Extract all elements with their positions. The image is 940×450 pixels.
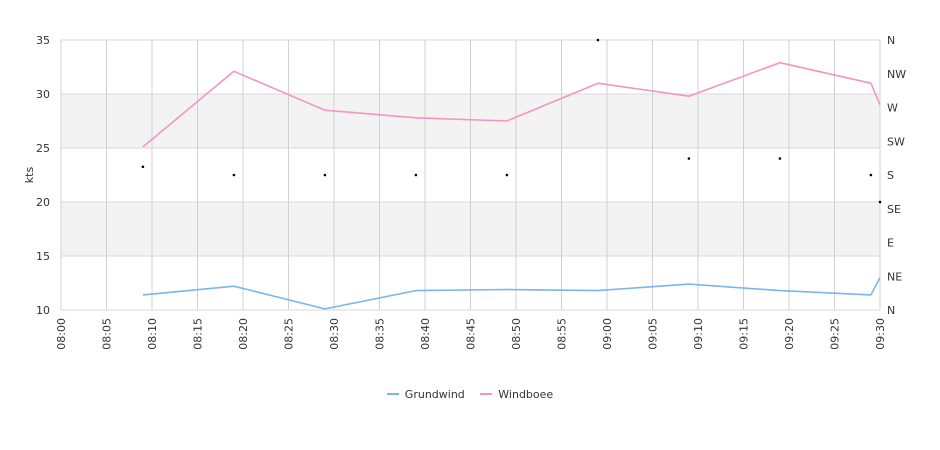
- direction-tick-label: S: [887, 169, 894, 182]
- direction-axis-ticks: N NE E SE S SW W NW N: [887, 34, 906, 317]
- x-tick-label: 08:40: [419, 318, 432, 350]
- direction-point: [687, 157, 691, 160]
- y-tick-label: 30: [36, 88, 50, 101]
- direction-tick-label: N: [887, 34, 895, 47]
- series-line-grundwind: [142, 277, 881, 310]
- x-tick-label: 09:30: [874, 318, 887, 350]
- legend-label-windboee: Windboee: [498, 387, 554, 401]
- series-lines: [142, 61, 881, 310]
- x-axis-ticks: 08:00 08:05 08:10 08:15 08:20 08:25 08:30 08:35…: [55, 318, 887, 350]
- x-tick-label: 09:00: [601, 318, 614, 350]
- y-tick-label: 25: [36, 142, 50, 155]
- y-tick-label: 15: [36, 250, 50, 263]
- direction-tick-label: NW: [887, 68, 906, 81]
- horizontal-grid: [61, 39, 880, 311]
- legend-swatch-windboee: [480, 393, 493, 395]
- direction-points: [141, 38, 882, 204]
- direction-tick-label: W: [887, 102, 898, 115]
- x-tick-label: 08:05: [101, 318, 114, 350]
- direction-point: [596, 38, 600, 42]
- legend-item-grundwind[interactable]: Grundwind: [386, 387, 465, 401]
- direction-point: [778, 157, 782, 160]
- legend: Grundwind Windboee: [0, 385, 940, 401]
- direction-point: [878, 200, 882, 204]
- y-tick-label: 20: [36, 196, 50, 209]
- direction-point: [232, 173, 236, 177]
- x-tick-label: 09:20: [783, 318, 796, 350]
- series-line-windboee: [142, 61, 881, 148]
- y-axis-ticks: 10 15 20 25 30 35: [36, 34, 50, 317]
- direction-point: [414, 173, 418, 177]
- x-tick-label: 08:10: [146, 318, 159, 350]
- x-tick-label: 08:00: [55, 318, 68, 350]
- legend-swatch-grundwind: [386, 393, 399, 395]
- direction-tick-label: E: [887, 237, 894, 250]
- x-tick-label: 08:50: [510, 318, 523, 350]
- x-tick-label: 09:05: [647, 318, 660, 350]
- direction-tick-label: SE: [887, 203, 901, 216]
- x-tick-label: 08:35: [374, 318, 387, 350]
- y-tick-label: 35: [36, 34, 50, 47]
- direction-tick-label: N: [887, 304, 895, 317]
- direction-point: [141, 165, 145, 169]
- direction-tick-label: SW: [887, 135, 905, 148]
- x-tick-label: 08:45: [465, 318, 478, 350]
- direction-point: [869, 173, 873, 177]
- x-tick-label: 08:15: [192, 318, 205, 350]
- direction-point: [505, 173, 509, 177]
- x-tick-label: 08:25: [283, 318, 296, 350]
- x-tick-label: 08:30: [328, 318, 341, 350]
- x-tick-label: 09:15: [738, 318, 751, 350]
- x-tick-label: 08:20: [237, 318, 250, 350]
- direction-point: [323, 173, 327, 177]
- vertical-grid: [60, 40, 881, 310]
- y-axis-label: kts: [23, 167, 36, 184]
- x-tick-label: 08:55: [556, 318, 569, 350]
- x-tick-label: 09:25: [829, 318, 842, 350]
- direction-tick-label: NE: [887, 270, 902, 283]
- legend-item-windboee[interactable]: Windboee: [480, 388, 553, 401]
- x-tick-label: 09:10: [692, 318, 705, 350]
- y-tick-label: 10: [36, 304, 50, 317]
- legend-label-grundwind: Grundwind: [404, 387, 465, 401]
